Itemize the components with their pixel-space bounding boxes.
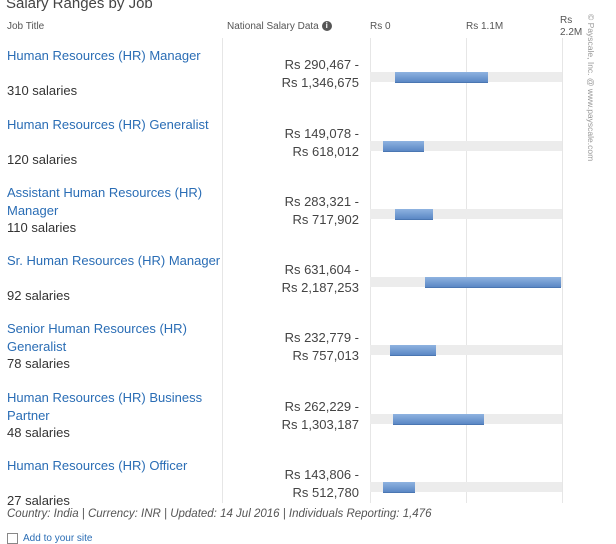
embed-icon [7, 533, 18, 544]
salary-range-low: Rs 149,078 - [284, 126, 359, 141]
column-divider [222, 38, 223, 503]
payscale-credit: © Payscale, Inc. @ www.payscale.com [586, 14, 596, 162]
bar-track [370, 482, 562, 492]
salary-row: Sr. Human Resources (HR) Manager 92 salar… [0, 252, 600, 320]
salary-count: 310 salaries [7, 83, 78, 98]
salary-range-high: Rs 1,346,675 [281, 75, 359, 90]
job-title-link[interactable]: Human Resources (HR) Manager [7, 48, 201, 63]
salary-row: Assistant Human Resources (HR) Manager 11… [0, 184, 600, 252]
salary-range-high: Rs 512,780 [292, 485, 360, 500]
salary-range-high: Rs 1,303,187 [281, 417, 359, 432]
add-to-site-link[interactable]: Add to your site [7, 533, 92, 544]
salary-range-bar [425, 277, 561, 288]
bar-track [370, 141, 562, 151]
footer-info: Country: India | Currency: INR | Updated… [7, 508, 432, 520]
salary-range-low: Rs 290,467 - [284, 57, 359, 72]
salary-row: Human Resources (HR) Officer 27 salaries R… [0, 457, 600, 525]
salary-count: 48 salaries [7, 425, 70, 440]
gridline-0 [370, 38, 371, 503]
info-icon[interactable]: i [321, 21, 332, 32]
salary-count: 27 salaries [7, 493, 70, 508]
salary-count: 110 salaries [7, 220, 77, 235]
bar-track [370, 209, 562, 219]
national-salary-header: National Salary Data i [227, 21, 332, 32]
salary-range-high: Rs 757,013 [292, 348, 360, 363]
salary-row: Human Resources (HR) Business Partner 48 … [0, 389, 600, 457]
salary-range-low: Rs 143,806 - [284, 467, 359, 482]
salary-range-high: Rs 717,902 [292, 212, 360, 227]
salary-count: 92 salaries [7, 288, 70, 303]
job-title-link[interactable]: Human Resources (HR) Officer [7, 458, 188, 473]
salary-count: 120 salaries [7, 152, 78, 167]
salary-count: 78 salaries [7, 356, 70, 371]
job-title-link[interactable]: Human Resources (HR) Business Partner [7, 390, 203, 423]
salary-range-low: Rs 262,229 - [284, 399, 359, 414]
salary-range-low: Rs 631,604 - [284, 262, 359, 277]
salary-row: Senior Human Resources (HR) Generalist 78… [0, 320, 600, 388]
salary-range-bar [382, 482, 415, 493]
job-title-link[interactable]: Senior Human Resources (HR) Generalist [7, 321, 187, 354]
salary-row: Human Resources (HR) Manager 310 salaries… [0, 47, 600, 115]
salary-range-bar [395, 72, 488, 83]
chart-title: Salary Ranges by Job [6, 0, 153, 12]
salary-range-bar [383, 141, 424, 152]
salary-range-low: Rs 283,321 - [284, 194, 359, 209]
national-salary-header-label: National Salary Data [227, 21, 319, 32]
gridline-2 [562, 38, 563, 503]
salary-range-low: Rs 232,779 - [284, 330, 359, 345]
salary-range-high: Rs 618,012 [292, 144, 360, 159]
job-title-header: Job Title [7, 21, 45, 32]
salary-range-bar [390, 345, 437, 356]
bar-track [370, 345, 562, 355]
job-title-link[interactable]: Human Resources (HR) Generalist [7, 117, 209, 132]
salary-range-bar [392, 414, 484, 425]
add-to-site-label: Add to your site [23, 533, 93, 544]
job-title-link[interactable]: Assistant Human Resources (HR) Manager [7, 185, 203, 218]
axis-tick-1: Rs 1.1M [466, 21, 504, 32]
salary-row: Human Resources (HR) Generalist 120 salar… [0, 116, 600, 184]
gridline-1 [466, 38, 467, 503]
salary-range-bar [394, 209, 433, 220]
axis-tick-2: Rs 2.2M [560, 15, 583, 38]
job-title-link[interactable]: Sr. Human Resources (HR) Manager [7, 253, 221, 268]
axis-tick-0: Rs 0 [370, 21, 391, 32]
salary-range-high: Rs 2,187,253 [281, 280, 359, 295]
